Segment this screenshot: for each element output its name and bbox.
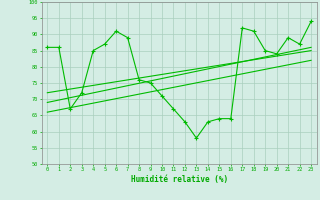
- X-axis label: Humidité relative (%): Humidité relative (%): [131, 175, 228, 184]
